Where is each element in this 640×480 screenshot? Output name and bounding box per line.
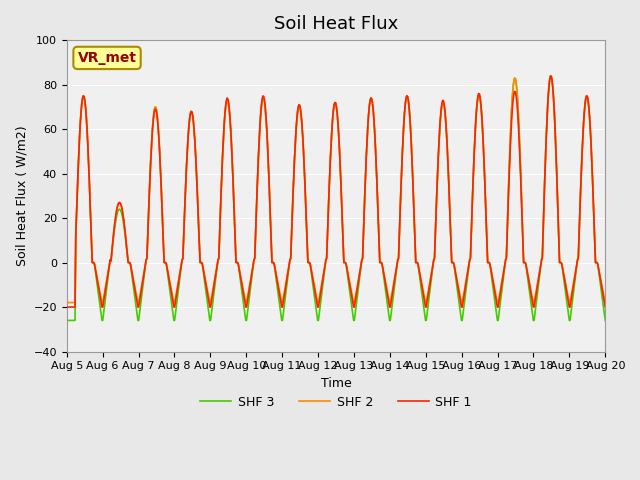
SHF 2 xyxy=(602,300,609,305)
Line: SHF 1: SHF 1 xyxy=(67,76,605,307)
SHF 3 xyxy=(63,317,70,323)
Title: Soil Heat Flux: Soil Heat Flux xyxy=(274,15,398,33)
SHF 1 xyxy=(73,211,81,216)
SHF 2 xyxy=(211,274,219,280)
SHF 2 xyxy=(547,73,554,79)
Line: SHF 2: SHF 2 xyxy=(67,76,605,302)
SHF 3 xyxy=(128,273,136,278)
SHF 3 xyxy=(211,281,219,287)
SHF 3 xyxy=(602,317,609,323)
SHF 2 xyxy=(401,101,409,107)
Legend: SHF 3, SHF 2, SHF 1: SHF 3, SHF 2, SHF 1 xyxy=(195,391,477,414)
SHF 2 xyxy=(63,300,70,305)
SHF 1 xyxy=(63,304,70,310)
Y-axis label: Soil Heat Flux ( W/m2): Soil Heat Flux ( W/m2) xyxy=(15,125,28,266)
SHF 1 xyxy=(211,276,219,282)
SHF 3 xyxy=(73,211,81,216)
SHF 1 xyxy=(401,101,409,107)
SHF 1 xyxy=(417,278,425,284)
SHF 3 xyxy=(547,73,554,79)
X-axis label: Time: Time xyxy=(321,377,351,390)
SHF 2 xyxy=(417,276,425,282)
SHF 3 xyxy=(417,284,425,290)
Text: VR_met: VR_met xyxy=(77,51,136,65)
SHF 1 xyxy=(547,73,554,79)
Line: SHF 3: SHF 3 xyxy=(67,76,605,320)
SHF 1 xyxy=(128,270,136,276)
SHF 2 xyxy=(183,161,191,167)
SHF 2 xyxy=(128,269,136,275)
SHF 3 xyxy=(401,101,409,107)
SHF 3 xyxy=(183,161,191,167)
SHF 1 xyxy=(602,304,609,310)
SHF 1 xyxy=(183,161,191,167)
SHF 2 xyxy=(73,211,81,216)
